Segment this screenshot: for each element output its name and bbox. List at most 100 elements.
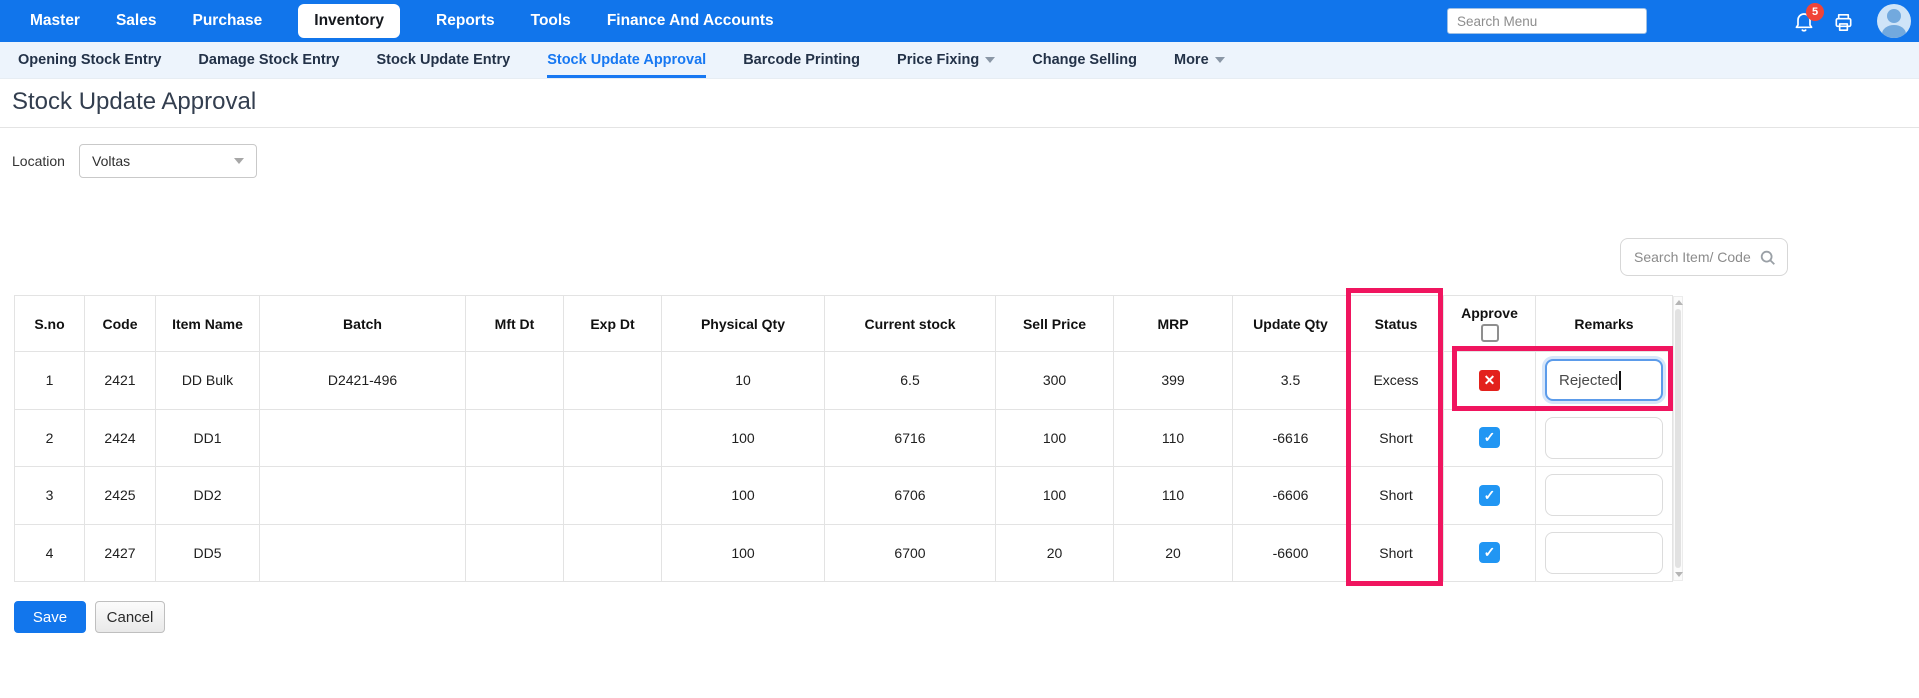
cell-remarks: Rejected [1536, 352, 1673, 410]
remarks-input[interactable] [1545, 416, 1663, 459]
approve-checkbox[interactable]: ✓ [1479, 542, 1500, 564]
reject-checkbox[interactable]: ✕ [1479, 369, 1500, 391]
topnav-item-inventory[interactable]: Inventory [298, 4, 401, 38]
col-header-label: Physical Qty [700, 315, 786, 332]
page-title: Stock Update Approval [12, 88, 257, 115]
cell-batch [260, 467, 466, 525]
cell-item-name: DD1 [156, 409, 260, 467]
col-header-label: Remarks [1574, 315, 1634, 332]
topnav-item-tools[interactable]: Tools [530, 12, 571, 29]
notifications-button[interactable]: 5 [1792, 3, 1824, 35]
cell-s-no: 4 [15, 524, 85, 582]
top-menu: Master Sales Purchase Inventory Reports Tools… [0, 0, 1919, 42]
title-divider [0, 127, 1919, 128]
cell-status: Short [1349, 409, 1444, 467]
chevron-down-icon [234, 158, 244, 164]
cell-s-no: 2 [15, 409, 85, 467]
remarks-input[interactable] [1545, 474, 1663, 517]
subnav-item-label: Change Selling [1032, 52, 1137, 68]
print-button[interactable] [1832, 11, 1858, 37]
table-header-row: S.no Code Item Name Batch Mft Dt Exp Dt Physic… [15, 296, 1673, 352]
subnav-item-damage-stock-entry[interactable]: Damage Stock Entry [198, 42, 339, 78]
col-header-item-name: Item Name [156, 296, 260, 352]
scrollbar-thumb[interactable] [1675, 309, 1681, 568]
cell-sell-price: 300 [996, 352, 1114, 410]
cell-mft-dt [466, 467, 564, 525]
cell-mrp: 110 [1114, 467, 1233, 525]
cell-code: 2424 [85, 409, 156, 467]
subnav-item-change-selling[interactable]: Change Selling [1032, 42, 1137, 78]
cell-mrp: 20 [1114, 524, 1233, 582]
approve-all-checkbox[interactable] [1480, 324, 1499, 342]
topnav-item-finance-and-accounts[interactable]: Finance And Accounts [606, 12, 774, 29]
col-header-batch: Batch [260, 296, 466, 352]
col-header-label: Exp Dt [590, 315, 635, 332]
cell-code: 2427 [85, 524, 156, 582]
subnav-item-price-fixing[interactable]: Price Fixing [897, 42, 996, 78]
remarks-input[interactable]: Rejected [1545, 359, 1663, 402]
remarks-input[interactable] [1545, 531, 1663, 574]
subnav-item-barcode-printing[interactable]: Barcode Printing [743, 42, 860, 78]
cell-physical-qty: 100 [662, 524, 825, 582]
cell-exp-dt [564, 524, 662, 582]
cell-item-name: DD5 [156, 524, 260, 582]
col-header-current-stock: Current stock [825, 296, 996, 352]
col-header-mrp: MRP [1114, 296, 1233, 352]
cell-current-stock: 6700 [825, 524, 996, 582]
cell-remarks [1536, 524, 1673, 582]
col-header-label: Batch [343, 315, 382, 332]
stock-update-table: S.no Code Item Name Batch Mft Dt Exp Dt Physic… [14, 295, 1673, 582]
cell-physical-qty: 100 [662, 467, 825, 525]
col-header-update-qty: Update Qty [1233, 296, 1349, 352]
location-dropdown[interactable]: Voltas [79, 144, 257, 178]
cell-mrp: 399 [1114, 352, 1233, 410]
location-label: Location [12, 153, 65, 169]
notification-count-badge: 5 [1806, 3, 1824, 21]
col-header-exp-dt: Exp Dt [564, 296, 662, 352]
cell-mft-dt [466, 524, 564, 582]
subnav-item-label: More [1173, 52, 1209, 68]
col-header-label: Code [102, 315, 138, 332]
subnav-item-more[interactable]: More [1174, 42, 1225, 78]
topnav-item-master[interactable]: Master [30, 12, 80, 29]
printer-icon [1835, 14, 1852, 31]
cell-status: Excess [1349, 352, 1444, 410]
menu-search-input[interactable] [1447, 8, 1647, 34]
subnav-item-label: Damage Stock Entry [198, 52, 340, 68]
cell-batch [260, 524, 466, 582]
cell-status: Short [1349, 467, 1444, 525]
text-caret [1619, 370, 1621, 390]
cell-sell-price: 100 [996, 409, 1114, 467]
subnav-item-stock-update-approval[interactable]: Stock Update Approval [547, 42, 707, 78]
search-icon[interactable] [1759, 249, 1777, 267]
approve-checkbox[interactable]: ✓ [1479, 427, 1500, 449]
cell-current-stock: 6706 [825, 467, 996, 525]
subnav-item-opening-stock-entry[interactable]: Opening Stock Entry [18, 42, 161, 78]
cell-status: Short [1349, 524, 1444, 582]
cancel-button[interactable]: Cancel [95, 601, 165, 633]
save-button[interactable]: Save [14, 601, 86, 633]
cell-exp-dt [564, 352, 662, 410]
item-search-input[interactable] [1621, 239, 1759, 275]
approve-checkbox[interactable]: ✓ [1479, 484, 1500, 506]
scroll-down-arrow-icon[interactable] [1675, 572, 1683, 577]
cell-s-no: 1 [15, 352, 85, 410]
table-row: 3 2425 DD2 100 6706 100 110 -6606 Short ✓ [15, 467, 1673, 525]
table-body: 1 2421 DD Bulk D2421-496 10 6.5 300 399 3.5 Exces… [15, 352, 1673, 582]
subnav-item-stock-update-entry[interactable]: Stock Update Entry [376, 42, 510, 78]
user-avatar[interactable] [1877, 4, 1911, 38]
cell-mft-dt [466, 352, 564, 410]
topnav-item-reports[interactable]: Reports [436, 12, 495, 29]
cell-item-name: DD2 [156, 467, 260, 525]
topnav-item-sales[interactable]: Sales [115, 12, 157, 29]
inventory-subnav: Opening Stock Entry Damage Stock Entry Sto… [0, 42, 1919, 79]
table-row: 2 2424 DD1 100 6716 100 110 -6616 Short ✓ [15, 409, 1673, 467]
cell-item-name: DD Bulk [156, 352, 260, 410]
remarks-text: Rejected [1559, 371, 1619, 389]
cell-current-stock: 6.5 [825, 352, 996, 410]
table-row: 4 2427 DD5 100 6700 20 20 -6600 Short ✓ [15, 524, 1673, 582]
location-selected-value: Voltas [92, 153, 131, 169]
scroll-up-arrow-icon[interactable] [1675, 300, 1683, 305]
topnav-item-purchase[interactable]: Purchase [192, 12, 263, 29]
table-vertical-scrollbar[interactable] [1673, 296, 1683, 581]
